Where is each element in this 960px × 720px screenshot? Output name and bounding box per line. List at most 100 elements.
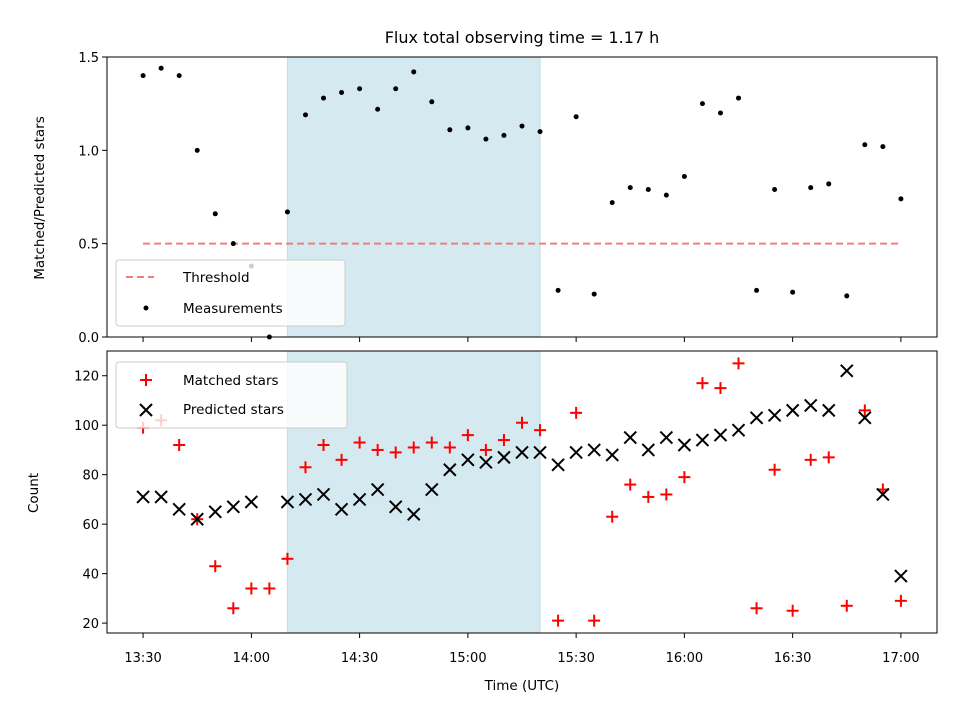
predicted-stars-points [136,364,908,583]
matched-star-point [606,510,619,523]
predicted-star-point [587,443,601,457]
matched-star-point [516,416,528,429]
predicted-star-point [334,502,349,517]
count-y-tick-label: 100 [74,419,99,434]
ratio-x-ticks [142,337,902,342]
predicted-star-point [298,492,313,507]
matched-star-point [479,443,492,456]
measurement-point [736,95,742,101]
ratio-y-ticks: 0.0 0.5 1.0 1.5 [78,51,107,346]
measurement-point [483,136,489,142]
matched-star-point [750,602,763,615]
matched-star-point [299,461,312,474]
ratio-legend-box [115,259,346,327]
matched-star-point [768,463,781,476]
measurement-point [302,112,308,118]
matched-star-point [552,614,565,627]
measurements-legend-label: Measurements [183,301,283,317]
measurement-point [284,209,290,215]
count-legend: Matched stars Predicted stars [115,361,348,429]
ratio-panel: 0.0 0.5 1.0 1.5 Matched/Predicted stars Thr… [32,51,938,346]
measurement-point [591,291,597,297]
predicted-star-point [280,495,295,509]
measurement-point [339,89,345,95]
matched-star-point [371,443,384,456]
measurement-point [375,106,381,112]
measurement-point [627,185,633,191]
matched-star-point [732,357,745,370]
predicted-star-point [767,408,782,423]
predicted-legend-marker [139,403,153,417]
predicted-star-point [876,487,890,502]
predicted-star-point [551,458,565,472]
measurement-point [194,147,200,153]
predicted-star-point [840,364,854,378]
predicted-star-point [713,428,728,442]
ratio-y-tick-label: 1.0 [78,144,99,159]
ratio-y-tick-label: 0.0 [78,331,99,346]
matched-star-point [570,406,583,419]
predicted-star-point [533,445,547,460]
predicted-star-point [659,430,674,445]
predicted-star-point [803,398,818,413]
time-x-tick-label: 15:30 [557,651,594,666]
ratio-y-label: Matched/Predicted stars [32,116,48,279]
threshold-legend-label: Threshold [182,270,250,286]
ratio-legend: Threshold Measurements [115,259,346,327]
predicted-star-point [190,512,204,526]
matched-star-point [425,436,438,449]
time-x-tick-label: 16:30 [774,651,811,666]
predicted-star-point [731,423,746,437]
matched-star-point [696,377,709,390]
time-x-tick-label: 17:00 [882,651,919,666]
measurement-point [681,173,687,179]
ratio-plot-frame [106,56,938,338]
ratio-y-tick-label: 0.5 [78,238,99,253]
matched-star-point [173,439,186,451]
matched-star-point [840,599,853,612]
matched-star-point [443,441,456,454]
predicted-star-point [569,445,583,460]
matched-star-point [407,441,420,454]
predicted-star-point [497,450,511,465]
matched-star-point [534,424,547,437]
predicted-star-point [172,502,186,517]
predicted-star-point [154,490,168,504]
matched-star-point [642,490,655,503]
predicted-star-point [352,492,367,507]
matched-star-point [263,582,276,595]
ratio-y-tick-label: 1.5 [78,51,99,66]
count-x-ticks: 13:30 14:00 14:30 15:00 15:30 16:00 16:30 17:00 [124,633,920,666]
matched-star-point [786,604,799,617]
measurement-point [573,114,579,120]
matched-star-point [858,404,871,417]
matched-star-point [822,451,835,464]
predicted-star-point [461,453,475,467]
predicted-star-point [244,495,259,509]
time-x-tick-label: 14:00 [233,651,270,666]
predicted-legend-label: Predicted stars [183,402,284,418]
matched-star-point [335,453,348,466]
matched-star-point [660,488,673,501]
measurements-legend-marker [143,305,149,311]
matched-star-point [624,478,637,491]
count-legend-box [115,361,348,429]
predicted-star-point [226,500,241,514]
matched-legend-label: Matched stars [183,373,279,389]
predicted-star-point [641,443,656,457]
count-y-tick-label: 40 [82,568,99,583]
matched-stars-points [137,357,907,627]
measurement-point [645,187,651,193]
measurement-point [212,211,218,217]
predicted-star-point [407,507,421,521]
count-panel: 20 40 60 80 100 120 13:30 14:00 14:30 15:00 15:30… [26,350,938,694]
figure-title: Flux total observing time = 1.17 h [385,28,660,47]
measurement-point [826,181,832,187]
time-x-tick-label: 14:30 [341,651,378,666]
count-plot-frame [106,350,938,634]
measurement-point [862,142,868,148]
matched-star-point [588,614,601,627]
predicted-star-point [208,505,222,519]
predicted-star-point [605,448,619,462]
time-x-tick-label: 13:30 [124,651,161,666]
